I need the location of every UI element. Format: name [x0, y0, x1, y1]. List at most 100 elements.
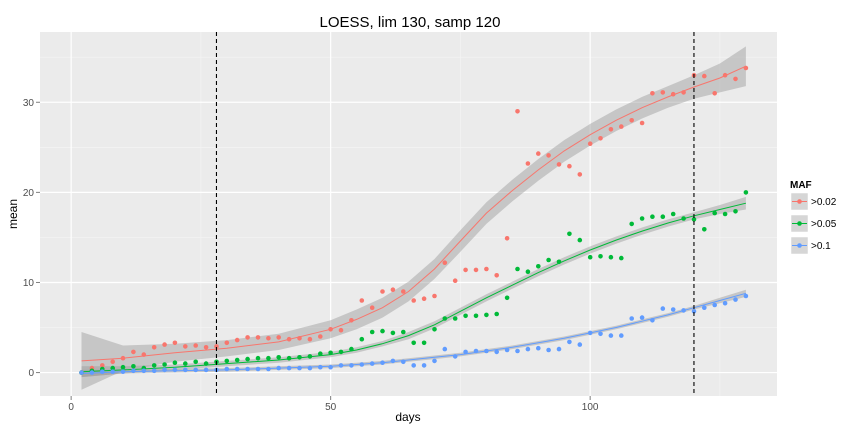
data-point	[297, 365, 302, 371]
data-point	[660, 214, 666, 219]
data-point	[587, 330, 593, 336]
data-point	[338, 363, 344, 368]
data-point	[536, 264, 541, 269]
data-point	[276, 365, 282, 371]
data-point	[203, 361, 209, 366]
data-point	[577, 342, 583, 347]
data-point	[411, 298, 417, 303]
data-point	[660, 90, 666, 95]
data-point	[743, 65, 749, 71]
y-tick-label: 30	[23, 98, 35, 109]
data-point	[162, 367, 167, 373]
data-point	[660, 306, 666, 311]
data-point	[172, 360, 178, 366]
data-point	[691, 217, 697, 222]
data-point	[712, 91, 717, 96]
data-point	[432, 293, 437, 299]
data-point	[619, 255, 624, 261]
legend-key-point	[797, 221, 802, 226]
data-point	[639, 120, 645, 126]
y-tick-label: 10	[23, 278, 35, 289]
data-point	[421, 296, 427, 302]
data-point	[369, 361, 375, 366]
data-point	[380, 360, 385, 366]
legend-label: >0.02	[811, 197, 837, 208]
data-point	[276, 355, 282, 360]
data-point	[224, 366, 230, 372]
fit-line	[81, 202, 747, 373]
data-point	[266, 336, 271, 341]
data-point	[183, 367, 188, 373]
data-point	[608, 333, 614, 338]
data-point	[151, 345, 157, 350]
data-point	[702, 305, 707, 311]
x-axis-title: days	[395, 410, 420, 424]
data-point	[670, 91, 676, 97]
data-point	[266, 366, 271, 372]
data-point	[567, 231, 572, 237]
data-point	[245, 335, 250, 340]
data-point	[234, 357, 240, 363]
data-point	[234, 337, 240, 343]
data-point	[307, 365, 313, 371]
data-point	[598, 253, 603, 259]
data-point	[494, 349, 500, 355]
data-point	[484, 348, 489, 354]
data-point	[141, 368, 147, 374]
data-point	[120, 355, 126, 361]
data-point	[525, 161, 531, 166]
data-point	[681, 308, 686, 313]
data-point	[619, 333, 624, 338]
data-point	[515, 109, 520, 114]
loess-fit-lines	[81, 65, 747, 374]
data-point	[401, 329, 406, 335]
data-point	[587, 141, 593, 146]
legend-label: >0.05	[811, 219, 837, 230]
data-point	[349, 318, 354, 323]
data-point	[318, 351, 323, 357]
data-point	[245, 366, 250, 372]
data-point	[286, 365, 292, 371]
data-point	[463, 267, 468, 273]
data-point	[359, 362, 365, 367]
data-point	[224, 358, 230, 364]
data-point	[587, 254, 593, 260]
y-axis-ticks: 0 10 20 30	[23, 98, 40, 379]
data-point	[452, 278, 458, 284]
chart-title: LOESS, lim 130, samp 120	[320, 14, 501, 31]
data-points	[79, 65, 749, 375]
data-point	[702, 227, 707, 232]
data-point	[639, 216, 645, 221]
data-point	[110, 365, 115, 371]
data-point	[110, 359, 115, 365]
data-point	[743, 293, 749, 299]
data-point	[650, 318, 655, 323]
data-point	[349, 363, 354, 368]
data-point	[722, 300, 728, 306]
data-point	[411, 340, 417, 346]
data-point	[162, 342, 167, 347]
data-point	[162, 362, 167, 367]
data-point	[193, 343, 198, 348]
y-axis-title: mean	[6, 199, 20, 229]
data-point	[712, 210, 717, 216]
data-point	[421, 363, 427, 368]
data-point	[328, 364, 333, 370]
data-point	[733, 297, 738, 302]
data-point	[390, 330, 396, 336]
data-point	[473, 348, 479, 354]
data-point	[598, 136, 603, 141]
data-point	[556, 346, 562, 352]
data-point	[556, 259, 562, 265]
data-point	[536, 345, 541, 351]
data-point	[401, 359, 406, 365]
fit-line	[81, 292, 747, 374]
data-point	[702, 73, 707, 79]
data-point	[525, 346, 531, 352]
data-point	[733, 209, 738, 214]
data-point	[120, 369, 126, 375]
data-point	[421, 340, 427, 346]
data-point	[733, 76, 738, 82]
x-tick-label: 50	[325, 402, 337, 413]
